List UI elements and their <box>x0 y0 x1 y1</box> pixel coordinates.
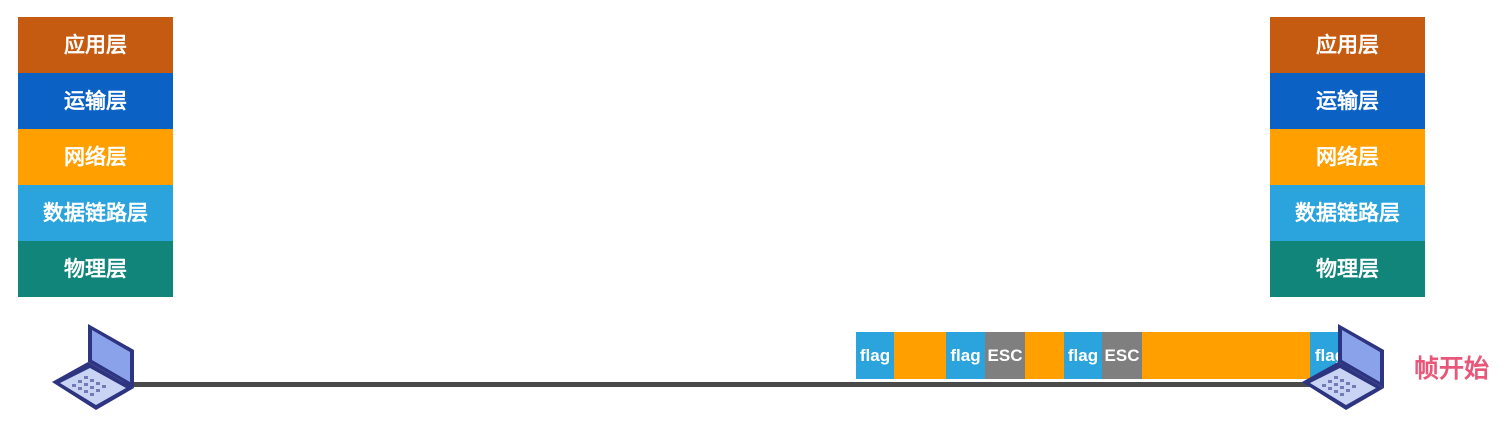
frame-segment-flag: flag <box>856 332 894 379</box>
layer-network-right: 网络层 <box>1270 129 1425 185</box>
layer-application-left: 应用层 <box>18 17 173 73</box>
frame-in-transit: flag flag ESC flag ESC flag <box>856 332 1350 379</box>
layer-datalink-left: 数据链路层 <box>18 185 173 241</box>
right-protocol-stack: 应用层 运输层 网络层 数据链路层 物理层 <box>1270 17 1425 297</box>
layer-transport-right: 运输层 <box>1270 73 1425 129</box>
frame-segment-data <box>894 332 946 379</box>
frame-segment-data <box>1025 332 1064 379</box>
layer-application-right: 应用层 <box>1270 17 1425 73</box>
frame-segment-esc: ESC <box>1102 332 1142 379</box>
frame-start-annotation: 帧开始 <box>1414 354 1490 383</box>
laptop-icon <box>1302 324 1384 410</box>
layer-transport-left: 运输层 <box>18 73 173 129</box>
left-protocol-stack: 应用层 运输层 网络层 数据链路层 物理层 <box>18 17 173 297</box>
transmission-link <box>95 382 1355 387</box>
layer-datalink-right: 数据链路层 <box>1270 185 1425 241</box>
frame-segment-flag: flag <box>946 332 985 379</box>
layer-physical-left: 物理层 <box>18 241 173 297</box>
frame-segment-data <box>1142 332 1310 379</box>
layer-network-left: 网络层 <box>18 129 173 185</box>
frame-segment-flag: flag <box>1064 332 1102 379</box>
frame-segment-esc: ESC <box>985 332 1025 379</box>
layer-physical-right: 物理层 <box>1270 241 1425 297</box>
laptop-icon <box>52 324 134 410</box>
